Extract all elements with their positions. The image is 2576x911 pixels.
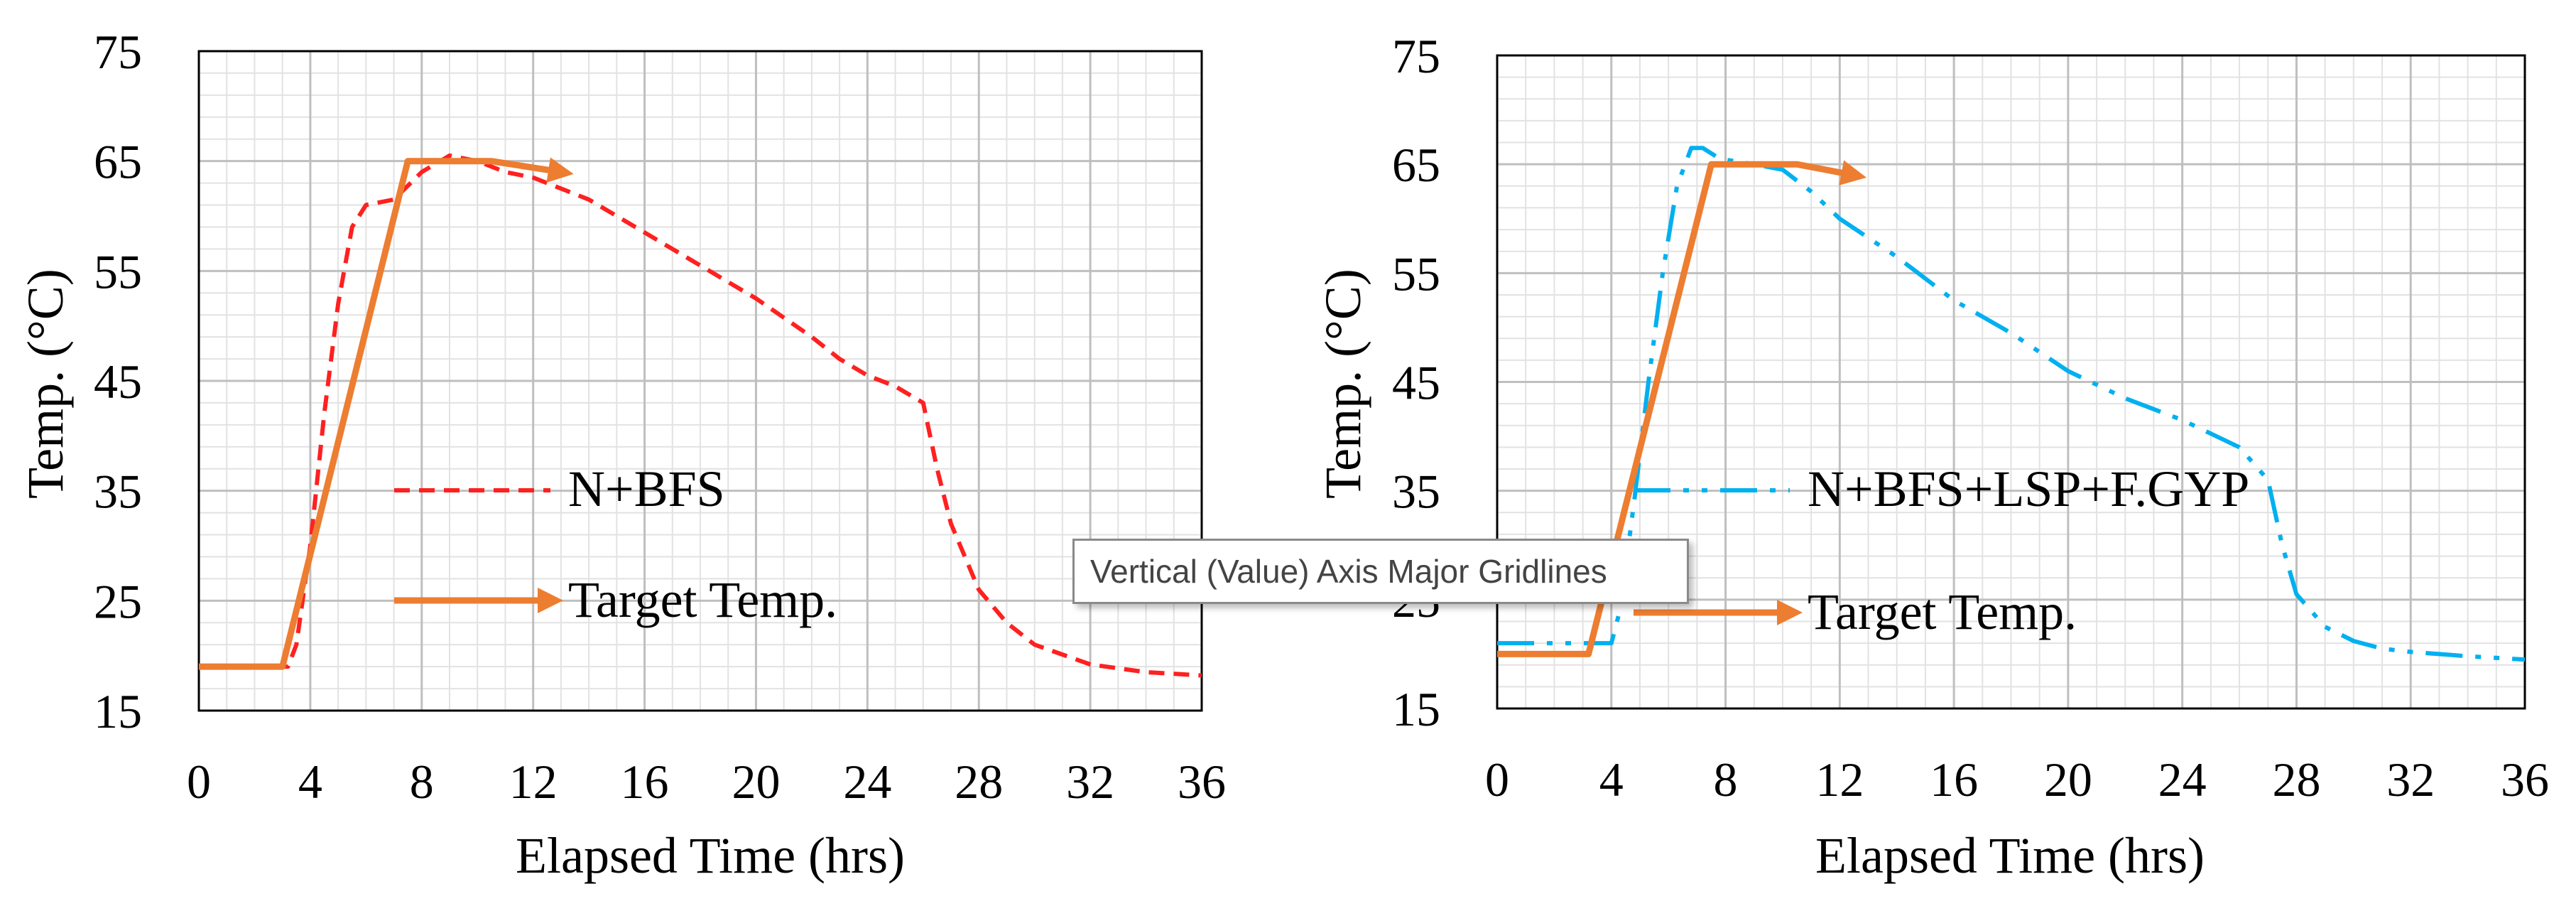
plot-area-border xyxy=(197,50,1203,712)
y-tick-label: 45 xyxy=(94,355,142,409)
x-tick-label: 0 xyxy=(187,755,211,809)
x-tick-label: 8 xyxy=(410,755,434,809)
y-tick-label: 75 xyxy=(94,25,142,79)
y-tick-label: 35 xyxy=(94,465,142,519)
x-tick-label: 28 xyxy=(955,755,1003,809)
target-temp-line xyxy=(1497,160,1867,657)
y-tick-label: 65 xyxy=(1392,138,1440,192)
x-tick-label: 32 xyxy=(2386,753,2435,807)
x-tick-label: 24 xyxy=(843,755,891,809)
x-axis-title: Elapsed Time (hrs) xyxy=(516,827,905,884)
x-tick-label: 20 xyxy=(2044,753,2092,807)
x-tick-label: 4 xyxy=(298,755,322,809)
x-axis-title: Elapsed Time (hrs) xyxy=(1815,827,2205,884)
legend-label: Target Temp. xyxy=(568,571,837,628)
x-tick-label: 20 xyxy=(732,755,780,809)
x-tick-label: 12 xyxy=(509,755,558,809)
y-tick-label: 15 xyxy=(1392,682,1440,736)
x-tick-label: 36 xyxy=(2501,753,2549,807)
legend-label: Target Temp. xyxy=(1808,583,2077,640)
x-tick-label: 28 xyxy=(2272,753,2320,807)
gridlines-tooltip: Vertical (Value) Axis Major Gridlines xyxy=(1072,539,1689,604)
x-tick-label: 24 xyxy=(2158,753,2207,807)
left-chart: 0 4 8 12 16 20 24 28 32 36 15 25 35 45 55 65 75 Elapsed T… xyxy=(17,25,1226,884)
y-tick-label: 45 xyxy=(1392,356,1440,410)
y-tick-label: 55 xyxy=(1392,247,1440,301)
y-tick-label: 15 xyxy=(94,684,142,738)
x-tick-label: 4 xyxy=(1599,753,1624,807)
y-tick-label: 25 xyxy=(94,574,142,628)
x-tick-label: 0 xyxy=(1485,753,1509,807)
y-tick-label: 65 xyxy=(94,135,142,189)
y-tick-label: 35 xyxy=(1392,465,1440,519)
y-tick-label: 55 xyxy=(94,244,142,298)
y-tick-label: 75 xyxy=(1392,29,1440,83)
legend-label: N+BFS xyxy=(568,460,725,517)
x-tick-label: 36 xyxy=(1178,755,1226,809)
y-axis-title: Temp. (°C) xyxy=(1315,269,1371,499)
x-tick-label: 8 xyxy=(1714,753,1738,807)
x-tick-label: 16 xyxy=(621,755,669,809)
x-tick-label: 12 xyxy=(1815,753,1864,807)
plot-area-border xyxy=(1496,54,2526,710)
measured-temp-line xyxy=(1497,146,2526,662)
x-tick-label: 32 xyxy=(1066,755,1114,809)
measured-temp-line xyxy=(199,153,1202,678)
y-axis-title: Temp. (°C) xyxy=(17,269,74,499)
legend-label: N+BFS+LSP+F.GYP xyxy=(1808,460,2249,517)
target-temp-line xyxy=(199,157,574,670)
x-tick-label: 16 xyxy=(1930,753,1978,807)
tooltip-text: Vertical (Value) Axis Major Gridlines xyxy=(1090,553,1607,590)
